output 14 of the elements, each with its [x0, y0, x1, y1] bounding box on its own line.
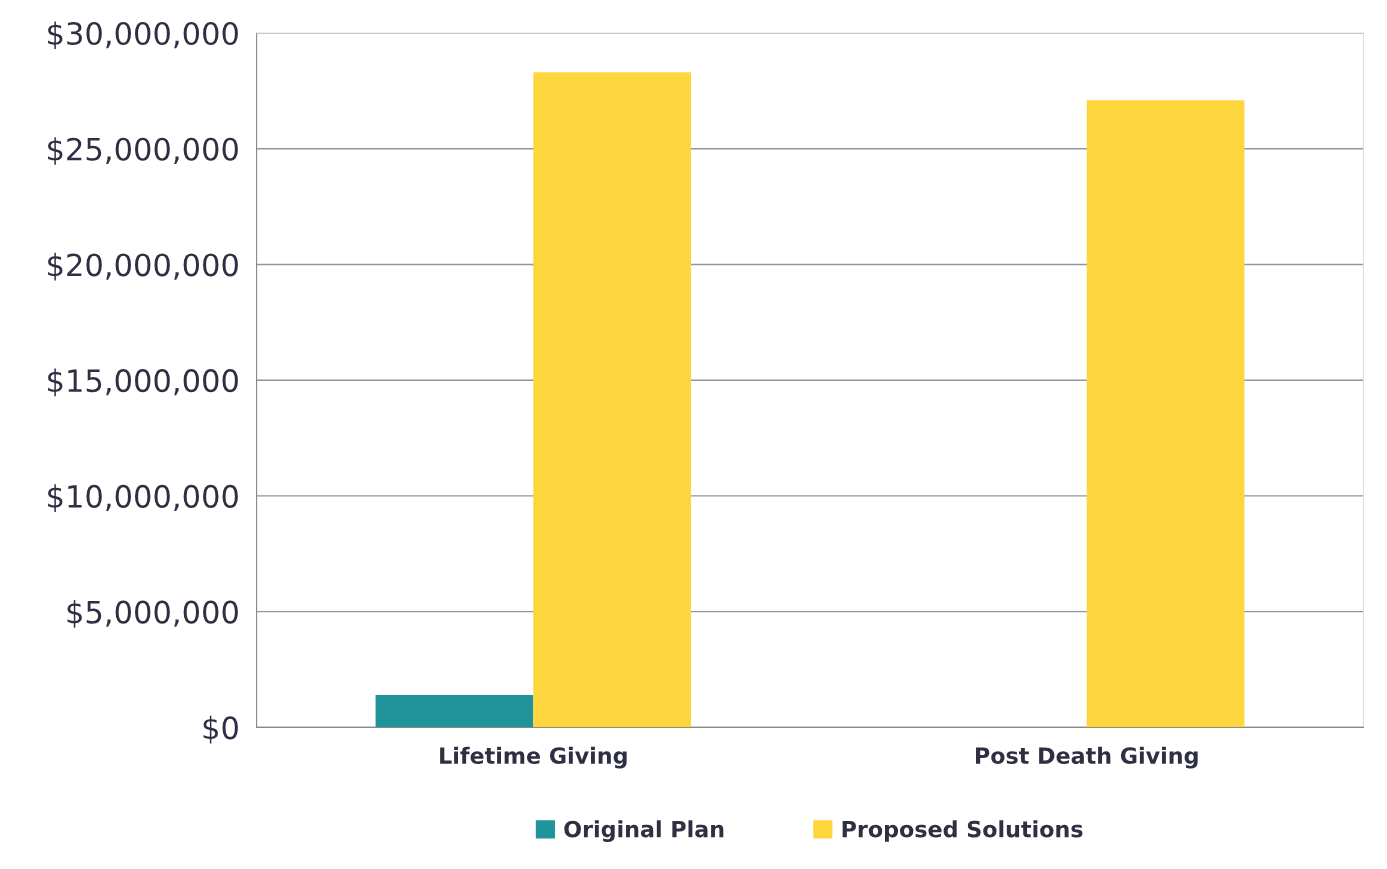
legend-label: Proposed Solutions	[842, 820, 1083, 842]
y-tick-label: $30,000,000	[48, 21, 238, 50]
legend-label: Original Plan	[564, 820, 724, 842]
y-tick-label: $10,000,000	[48, 484, 238, 513]
y-tick-label: $25,000,000	[48, 137, 238, 165]
bar	[1086, 100, 1245, 728]
x-tick-label: Lifetime Giving	[440, 746, 627, 769]
bar	[533, 72, 692, 728]
y-tick-label: $15,000,000	[48, 368, 238, 397]
x-tick-label: Post Death Giving	[976, 746, 1198, 769]
y-tick-label: $5,000,000	[67, 600, 238, 628]
y-tick-label: $0	[203, 715, 238, 744]
y-tick-label: $20,000,000	[48, 252, 238, 281]
bar	[375, 694, 534, 728]
